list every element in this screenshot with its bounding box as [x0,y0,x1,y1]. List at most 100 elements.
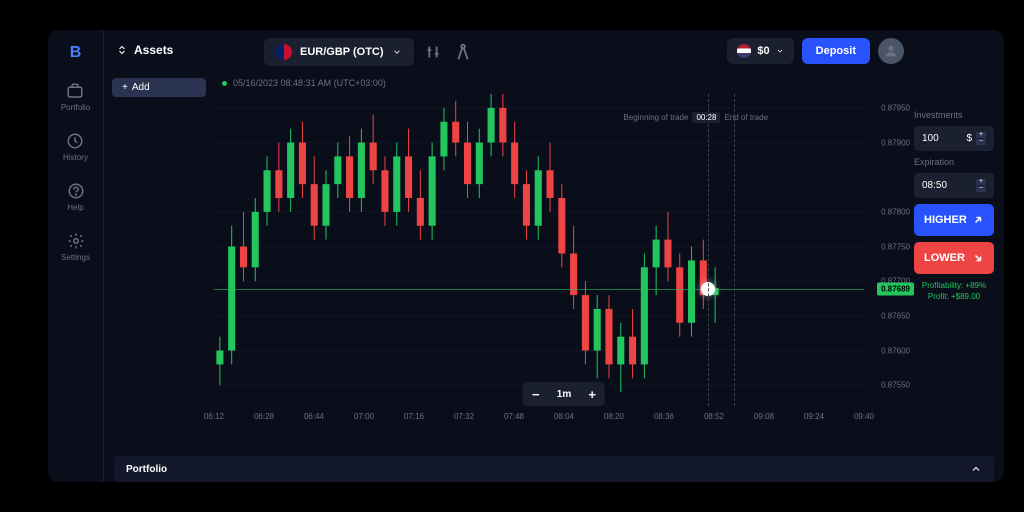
sliders-icon [422,41,444,63]
plus-icon: + [122,82,128,93]
us-flag-icon [737,44,751,58]
deposit-button[interactable]: Deposit [802,38,870,64]
sidebar: B Portfolio History Help Settings [48,30,104,482]
higher-button[interactable]: HIGHER [914,204,994,236]
investment-input[interactable]: 100 $ +− [914,126,994,151]
chevron-down-icon [392,47,402,57]
app-window: B Portfolio History Help Settings Assets [48,30,1004,482]
drawing-button[interactable] [452,41,474,63]
y-tick-label: 0.87950 [881,103,910,112]
assets-toggle[interactable]: Assets [116,43,173,57]
gear-icon [67,232,85,250]
y-tick-label: 0.87900 [881,138,910,147]
zoom-control: − 1m + [523,382,605,406]
x-tick-label: 09:40 [854,412,874,421]
arrow-down-icon [972,252,984,264]
trade-end-label: End of trade [724,113,768,122]
main-content: Assets + Add EUR/GBP (OTC) [104,30,1004,482]
higher-label: HIGHER [924,214,967,226]
y-tick-label: 0.87600 [881,346,910,355]
x-tick-label: 08:20 [604,412,624,421]
chevron-down-icon [776,47,784,55]
left-column: + Add [104,70,214,456]
bottom-bar[interactable]: Portfolio [114,456,994,482]
help-icon [67,182,85,200]
trade-end-line [734,94,735,406]
investment-value: 100 [922,133,939,144]
sidebar-item-history[interactable]: History [63,132,88,162]
x-tick-label: 08:36 [654,412,674,421]
x-tick-label: 06:12 [204,412,224,421]
y-tick-label: 0.87550 [881,381,910,390]
zoom-in-button[interactable]: + [579,382,605,406]
status-dot-icon [222,81,227,86]
x-tick-label: 06:28 [254,412,274,421]
investment-label: Investments [914,110,994,120]
profitability-text: Profitability: +89% [914,280,994,291]
sidebar-label: History [63,153,88,162]
lower-label: LOWER [924,252,965,264]
chart-area: EUR/GBP (OTC) 05/16/2023 08:48:31 AM (UT… [214,70,914,456]
pair-selector[interactable]: EUR/GBP (OTC) [264,38,414,66]
trade-panel: $0 Deposit Investments 100 $ +− [914,70,1004,456]
sidebar-label: Portfolio [61,103,90,112]
x-axis: 06:1206:2806:4407:0007:1607:3207:4808:04… [214,412,864,428]
timestamp-text: 05/16/2023 08:48:31 AM (UTC+03:00) [233,78,386,88]
current-price-tag: 0.87689 [877,282,914,295]
x-tick-label: 08:04 [554,412,574,421]
trade-begin-label: Beginning of trade [624,113,689,122]
expiration-input[interactable]: 08:50 +− [914,173,994,198]
timestamp: 05/16/2023 08:48:31 AM (UTC+03:00) [222,78,914,88]
briefcase-icon [66,82,84,100]
sidebar-logo-icon: B [70,44,82,62]
x-tick-label: 07:16 [404,412,424,421]
timeframe-label: 1m [549,389,579,400]
x-tick-label: 07:00 [354,412,374,421]
sidebar-item-portfolio[interactable]: Portfolio [61,82,90,112]
pair-flag-icon [276,44,292,60]
lower-button[interactable]: LOWER [914,242,994,274]
currency-label: $ [966,133,972,144]
add-asset-button[interactable]: + Add [112,78,206,97]
clock-icon [66,132,84,150]
zoom-out-button[interactable]: − [523,382,549,406]
profit-text: Profit: +$89.00 [914,291,994,302]
candlestick-chart [214,94,864,406]
stepper-down[interactable]: − [976,186,986,192]
x-tick-label: 09:08 [754,412,774,421]
stepper-down[interactable]: − [976,139,986,145]
x-tick-label: 07:32 [454,412,474,421]
x-tick-label: 07:48 [504,412,524,421]
trade-start-line [708,94,709,406]
trade-countdown: 00:28 [692,112,720,123]
expiration-label: Expiration [914,157,994,167]
y-tick-label: 0.87800 [881,207,910,216]
trade-marker: Beginning of trade 00:28 End of trade [624,112,769,123]
sidebar-item-settings[interactable]: Settings [61,232,90,262]
sidebar-label: Settings [61,253,90,262]
compass-icon [452,41,474,63]
content: + Add EUR/GBP (OTC) 05/16/2023 08:4 [104,70,1004,456]
sidebar-item-help[interactable]: Help [67,182,85,212]
balance-value: $0 [757,45,769,57]
expand-icon [116,44,128,56]
expiration-value: 08:50 [922,180,947,191]
profit-display: Profitability: +89% Profit: +$89.00 [914,280,994,302]
current-price-line [214,289,864,290]
chart-wrap[interactable]: Beginning of trade 00:28 End of trade [214,94,864,406]
user-icon [883,43,899,59]
y-tick-label: 0.87650 [881,311,910,320]
y-tick-label: 0.87750 [881,242,910,251]
assets-label: Assets [134,43,173,57]
balance-display[interactable]: $0 [727,38,793,64]
pair-name: EUR/GBP (OTC) [300,46,384,58]
indicators-button[interactable] [422,41,444,63]
bottom-portfolio-label: Portfolio [126,464,167,475]
x-tick-label: 09:24 [804,412,824,421]
x-tick-label: 08:52 [704,412,724,421]
sidebar-label: Help [67,203,83,212]
y-axis: 0.875500.876000.876500.877000.877500.878… [866,94,914,406]
x-tick-label: 06:44 [304,412,324,421]
arrow-up-icon [972,214,984,226]
user-avatar[interactable] [878,38,904,64]
